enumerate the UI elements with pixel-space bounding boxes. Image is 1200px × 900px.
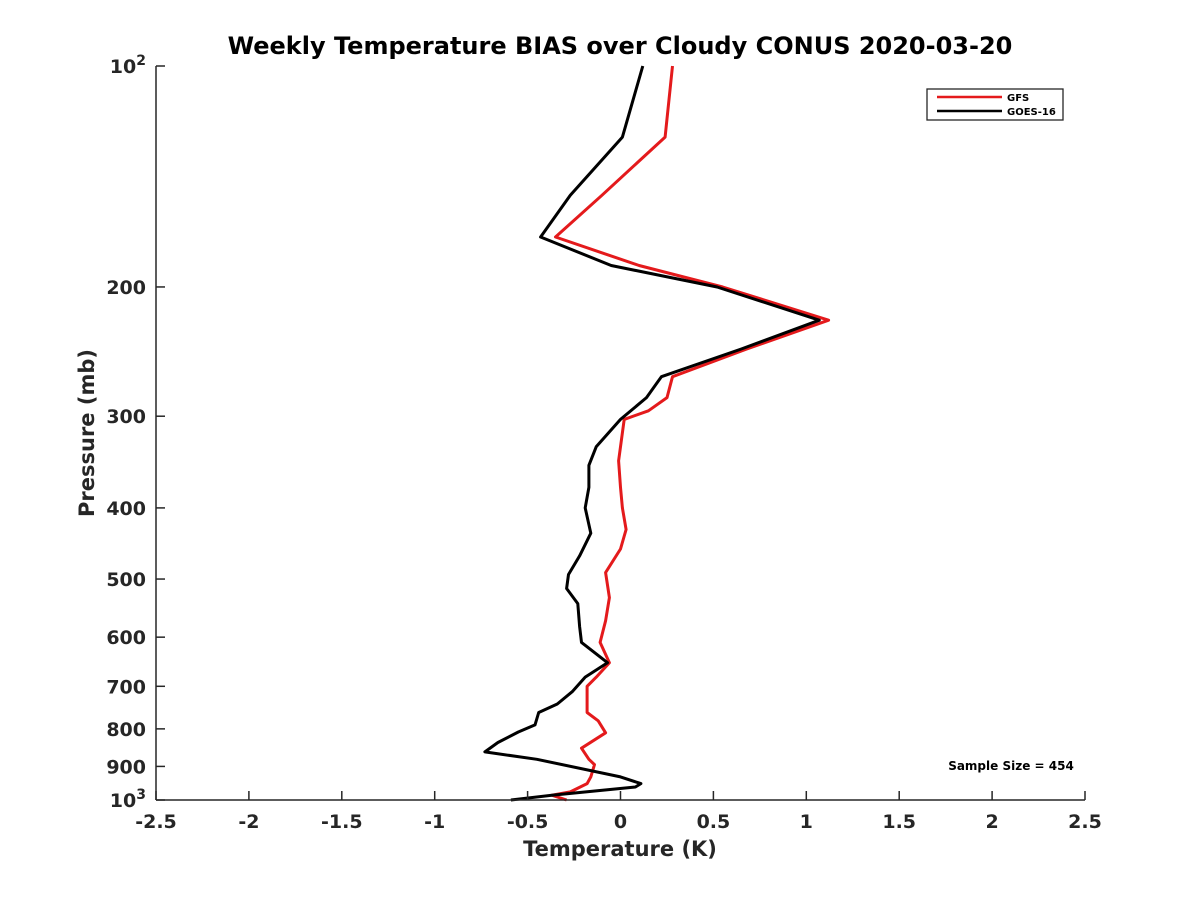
x-tick-label: 0.5 [697,811,731,833]
y-tick-label: 600 [106,627,146,649]
x-axis-label: Temperature (K) [523,837,717,861]
y-tick-label: 800 [106,719,146,741]
x-tick-label: 1.5 [882,811,916,833]
x-tick-label: 1 [800,811,813,833]
x-tick-label: -0.5 [507,811,549,833]
y-tick-label: 700 [106,676,146,698]
series-line-goes16 [483,65,821,802]
legend: GFS GOES-16 [926,88,1064,121]
legend-label-gfs: GFS [1007,93,1029,104]
y-tick-label: 102 [110,53,146,78]
y-tick-label: 200 [106,277,146,299]
plot-lines [483,65,831,802]
axes [155,66,1085,801]
x-ticks: -2.5 -2 -1.5 -1 -0.5 0 0.5 1 1.5 2 2.5 [135,791,1102,833]
y-tick-label: 300 [106,406,146,428]
y-tick-label: 400 [106,498,146,520]
chart-title: Weekly Temperature BIAS over Cloudy CONU… [228,32,1013,60]
y-tick-label: 103 [110,787,146,812]
sample-size-annotation: Sample Size = 454 [948,759,1074,773]
x-tick-label: -2 [238,811,259,833]
y-ticks: 102 200 300 400 500 600 700 800 900 103 [106,53,165,812]
x-tick-label: -1 [424,811,445,833]
series-line-gfs [550,65,831,802]
legend-label-goes16: GOES-16 [1007,107,1056,118]
y-tick-label: 900 [106,756,146,778]
y-tick-label: 500 [106,569,146,591]
y-axis-label: Pressure (mb) [75,349,99,517]
x-tick-label: 2.5 [1068,811,1102,833]
x-tick-label: 2 [985,811,998,833]
x-tick-label: 0 [614,811,627,833]
legend-box [926,88,1064,121]
x-tick-label: -1.5 [321,811,363,833]
x-tick-label: -2.5 [135,811,177,833]
